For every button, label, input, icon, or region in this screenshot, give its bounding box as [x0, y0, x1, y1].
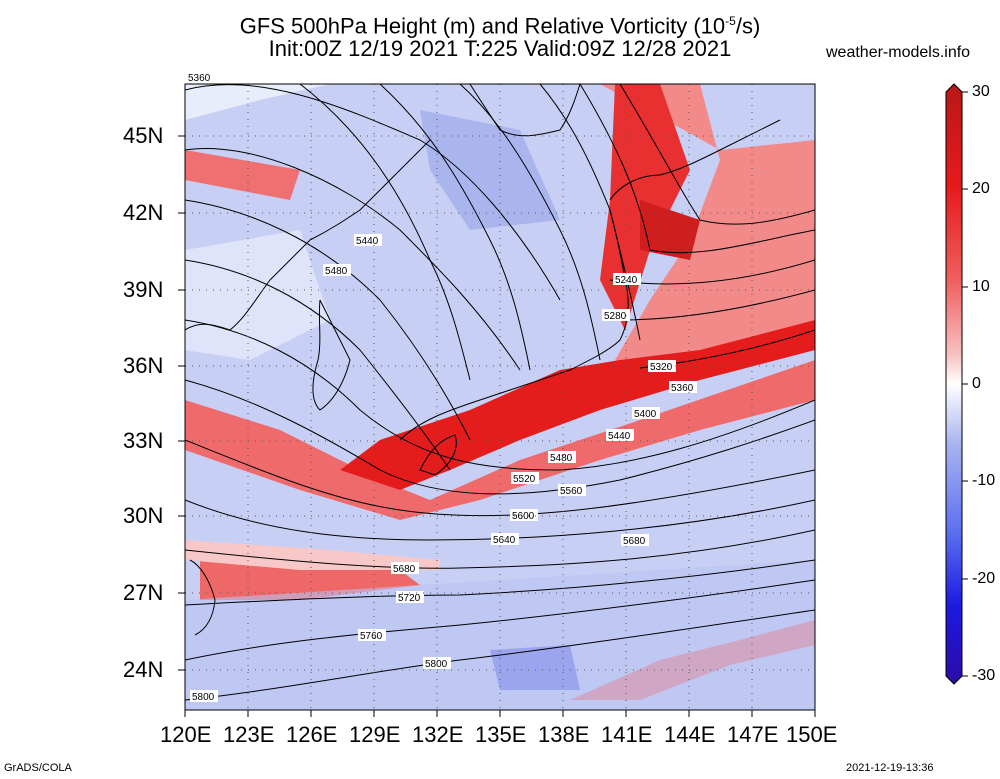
vorticity-field	[185, 84, 815, 710]
lat-label: 24N	[123, 657, 164, 682]
lat-label: 36N	[123, 353, 164, 378]
colorbar-label: -20	[972, 570, 996, 587]
lat-label: 30N	[123, 503, 164, 528]
contour-label: 5720	[398, 593, 421, 604]
contour-label: 5800	[192, 692, 215, 703]
contour-label: 5440	[356, 236, 379, 247]
map-subtitle: Init:00Z 12/19 2021 T:225 Valid:09Z 12/2…	[268, 36, 732, 61]
lon-label: 123E	[223, 722, 275, 747]
lon-label: 135E	[475, 722, 527, 747]
lon-label: 144E	[664, 722, 716, 747]
footer-timestamp: 2021-12-19-13:36	[846, 762, 934, 774]
colorbar-ticks	[962, 91, 968, 677]
contour-labels: 5360 5440 5480 5240 5280 5320 5360 5400 …	[186, 72, 697, 703]
lon-label: 126E	[286, 722, 338, 747]
contour-label: 5280	[604, 311, 627, 322]
coastlines	[185, 84, 781, 636]
contour-label: 5400	[634, 409, 657, 420]
site-credit: weather-models.info	[826, 44, 971, 61]
lat-label: 45N	[123, 123, 164, 148]
contour-label: 5480	[325, 266, 348, 277]
colorbar-label: 0	[972, 375, 981, 392]
colorbar-label: 10	[972, 278, 990, 295]
colorbar-label: 20	[972, 180, 990, 197]
lon-label: 129E	[349, 722, 401, 747]
contour-label: 5600	[512, 511, 535, 522]
height-contours	[185, 84, 815, 701]
lon-label: 147E	[727, 722, 779, 747]
contour-label: 5520	[513, 474, 536, 485]
contour-label: 5680	[623, 536, 646, 547]
lat-label: 42N	[123, 200, 164, 225]
lon-label: 120E	[160, 722, 212, 747]
contour-label: 5320	[650, 362, 673, 373]
contour-label: 5760	[360, 631, 383, 642]
lon-label: 138E	[538, 722, 590, 747]
colorbar-label: -10	[972, 472, 996, 489]
colorbar-label: -30	[972, 667, 996, 684]
lon-label: 150E	[786, 722, 838, 747]
contour-label: 5800	[425, 659, 448, 670]
contour-label: 5360	[188, 73, 211, 84]
graticule	[185, 84, 815, 710]
contour-label: 5360	[671, 383, 694, 394]
map-title: GFS 500hPa Height (m) and Relative Vorti…	[239, 13, 761, 39]
lon-label: 132E	[412, 722, 464, 747]
contour-label: 5680	[393, 564, 416, 575]
colorbar-label: 30	[972, 83, 990, 100]
lat-label: 27N	[123, 580, 164, 605]
contour-label: 5640	[493, 535, 516, 546]
axis-ticks	[178, 135, 816, 717]
colorbar	[945, 83, 963, 685]
contour-label: 5480	[550, 453, 573, 464]
footer-credit: GrADS/COLA	[4, 762, 72, 774]
contour-label: 5440	[608, 431, 631, 442]
lon-label: 141E	[601, 722, 653, 747]
lat-label: 33N	[123, 428, 164, 453]
lat-label: 39N	[123, 277, 164, 302]
contour-label: 5560	[560, 486, 583, 497]
